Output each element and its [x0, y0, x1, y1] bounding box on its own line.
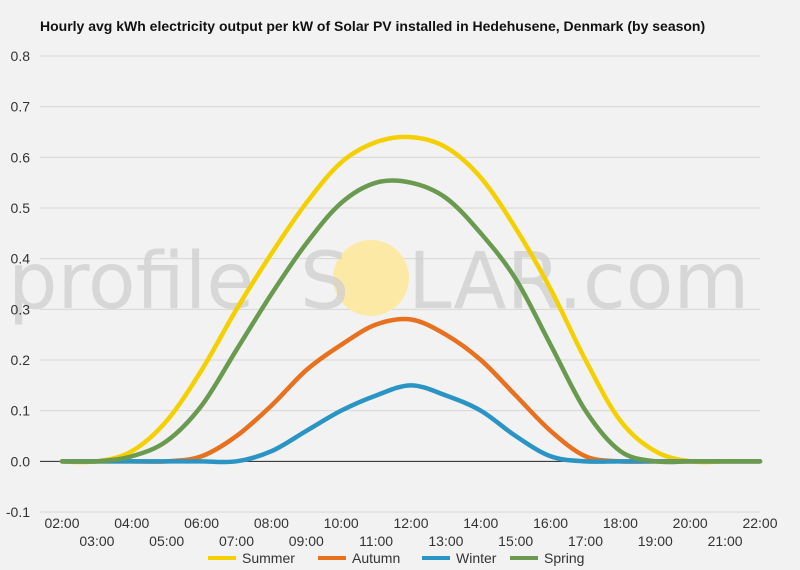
y-tick-label: 0.4	[11, 251, 31, 267]
x-tick-label: 16:00	[533, 515, 568, 531]
watermark-text-right: LAR.com	[408, 237, 749, 327]
x-tick-label: 14:00	[463, 515, 498, 531]
y-tick-label: 0.8	[11, 48, 31, 64]
x-tick-label: 15:00	[498, 533, 533, 549]
axes: 0.8 0.7 0.6 0.5 0.4 0.3 0.2 0.1 0.0 -0.1 02:0003:0…	[6, 48, 778, 549]
y-tick-label: 0.5	[11, 200, 31, 216]
x-tick-label: 07:00	[219, 533, 254, 549]
x-tick-label: 21:00	[708, 533, 743, 549]
x-tick-label: 05:00	[149, 533, 184, 549]
legend-label-autumn: Autumn	[352, 550, 400, 566]
x-tick-label: 13:00	[428, 533, 463, 549]
legend-label-winter: Winter	[456, 550, 497, 566]
y-tick-label: 0.6	[11, 149, 31, 165]
x-tick-label: 20:00	[673, 515, 708, 531]
x-tick-label: 18:00	[603, 515, 638, 531]
watermark-sun-icon	[333, 240, 409, 316]
series-line-spring	[59, 178, 763, 465]
series-lines	[59, 134, 763, 465]
y-tick-label: 0.7	[11, 99, 31, 115]
y-tick-label: 0.1	[11, 403, 31, 419]
x-tick-label: 22:00	[742, 515, 777, 531]
watermark-text-s: S	[300, 237, 350, 327]
y-tick-label: -0.1	[6, 504, 30, 520]
legend-label-summer: Summer	[242, 550, 295, 566]
x-tick-label: 03:00	[79, 533, 114, 549]
legend: Summer Autumn Winter Spring	[208, 550, 584, 566]
x-tick-label: 19:00	[638, 533, 673, 549]
watermark: profile S LAR.com	[8, 237, 749, 327]
y-tick-label: 0.2	[11, 352, 31, 368]
chart-title: Hourly avg kWh electricity output per kW…	[40, 18, 706, 34]
x-tick-label: 06:00	[184, 515, 219, 531]
legend-label-spring: Spring	[544, 550, 584, 566]
x-tick-label: 10:00	[324, 515, 359, 531]
x-tick-label: 11:00	[359, 533, 393, 549]
watermark-text-left: profile	[8, 237, 254, 327]
x-tick-label: 02:00	[44, 515, 79, 531]
x-tick-label: 09:00	[289, 533, 324, 549]
x-tick-label: 08:00	[254, 515, 289, 531]
y-tick-label: 0.0	[11, 453, 31, 469]
y-tick-label: 0.3	[11, 301, 31, 317]
x-tick-label: 12:00	[393, 515, 428, 531]
x-tick-label: 17:00	[568, 533, 603, 549]
series-line-summer	[59, 134, 763, 465]
x-tick-label: 04:00	[114, 515, 149, 531]
